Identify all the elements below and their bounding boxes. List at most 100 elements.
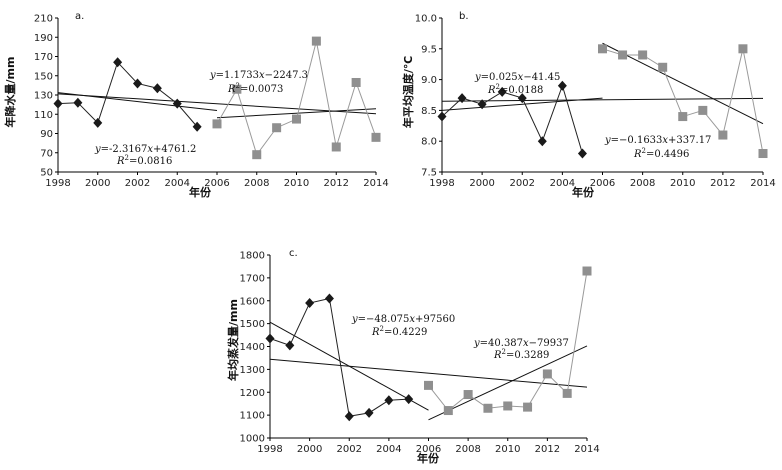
panel-c-x-tick-label: 2004	[376, 444, 401, 455]
panel-a-point-2003	[152, 83, 162, 94]
panel-b-y-tick-label: 9.5	[421, 44, 437, 55]
panel-a-trendline-2	[216, 108, 377, 119]
panel-a-point-2010	[292, 114, 301, 124]
panel-c-point-2003	[364, 407, 374, 418]
panel-a-point-2001	[113, 57, 123, 68]
panel-a-xlabel: 年份	[189, 185, 212, 199]
panel-a-point-2005	[192, 121, 202, 132]
panel-a-trendline-3	[57, 93, 377, 115]
panel-c-point-2005	[404, 394, 414, 405]
panel-a-point-2007	[232, 84, 242, 94]
panel-c-point-2007	[443, 406, 453, 416]
panel-a-point-2000	[93, 117, 103, 128]
panel-b-point-2004	[557, 80, 567, 91]
panel-c-marks: 1998 2000 2002 2004 2006 2008 2010 2012 2014 1000…	[240, 251, 600, 456]
panel-b-point-2003	[537, 136, 547, 147]
panel-a-point-2009	[272, 123, 282, 133]
panel-b-ylabel: 年平均温度/℃	[401, 56, 415, 128]
panel-a-point-2008	[252, 150, 262, 160]
panel-c-r2-1998-2005: R2=0.4229	[371, 325, 427, 338]
panel-a-point-2014	[371, 132, 381, 142]
panel-a-point-1999	[73, 97, 83, 108]
panel-a-x-tick-label: 2000	[85, 178, 110, 189]
panel-b-r2-1998-2005: R2=0.0188	[487, 83, 543, 96]
panel-b-point-2012	[718, 130, 728, 140]
panel-c-y-tick-label: 1200	[240, 388, 265, 399]
panel-a-x-tick-label: 2004	[165, 178, 190, 189]
panel-a-label: a.	[75, 11, 84, 22]
panel-c-xlabel: 年份	[417, 451, 440, 465]
panel-c-trendline-2	[428, 345, 588, 421]
panel-c-y-tick-label: 1600	[240, 296, 265, 307]
panel-a-point-2012	[331, 142, 341, 152]
panel-a-point-2004	[172, 98, 182, 109]
panel-c-y-tick-label: 1300	[240, 365, 265, 376]
panel-b-x-tick-label: 1998	[429, 178, 454, 189]
panel-a-eq-1998-2005: y=-2.3167x+4761.2	[94, 144, 196, 155]
panel-c-x-tick-label: 2008	[455, 444, 480, 455]
panel-a-x-tick-label: 2014	[363, 178, 388, 189]
panel-c-r2-2006-2014: R2=0.3289	[493, 348, 549, 361]
panel-c-point-2000	[305, 298, 315, 309]
panel-b-point-2010	[678, 112, 688, 122]
panel-c-y-tick-label: 1500	[240, 319, 265, 330]
panel-b-point-2007	[618, 50, 628, 60]
panel-c-point-1998	[265, 333, 275, 344]
panel-b-point-1998	[437, 111, 447, 122]
panel-b-x-tick-label: 2014	[750, 178, 775, 189]
panel-b-point-2013	[738, 44, 748, 54]
panel-b-trendline-3	[441, 97, 764, 102]
panel-b-trendline-2	[602, 42, 764, 125]
panel-c-ylabel: 年均蒸发量/mm	[226, 299, 240, 381]
panel-c-evaporation: 1998 2000 2002 2004 2006 2008 2010 2012 2014 1000…	[226, 248, 600, 465]
panel-a-x-tick-label: 2012	[324, 178, 349, 189]
panel-a-y-tick-label: 110	[34, 110, 53, 121]
panel-a-y-tick-label: 150	[34, 71, 53, 82]
panel-c-x-tick-label: 2000	[297, 444, 322, 455]
panel-a-eq-2006-2014: y=1.1733x−2247.3	[209, 70, 308, 81]
panel-c-point-1999	[285, 340, 295, 351]
panel-a-r2-1998-2005: R2=0.0816	[116, 154, 172, 167]
panel-b-point-2002	[517, 93, 527, 104]
panel-c-eq-1998-2005: y=−48.075x+97560	[351, 314, 455, 325]
panel-b-x-tick-label: 2002	[510, 178, 535, 189]
panel-a-x-tick-label: 2006	[204, 178, 229, 189]
panel-a-r2-2006-2014: R2=0.0073	[227, 82, 283, 95]
panel-b-marks: 1998 2000 2002 2004 2006 2008 2010 2012 2014 7.5 8…	[415, 14, 776, 190]
panel-c-x-tick-label: 2012	[535, 444, 560, 455]
panel-b-r2-2006-2014: R2=0.4496	[633, 147, 689, 160]
panel-b-point-2011	[698, 105, 708, 115]
panel-a-marks: 1998 2000 2002 2004 2006 2008 2010 2012 2014 50 70…	[34, 14, 389, 190]
panel-c-series-1-line	[269, 297, 409, 417]
panel-a-precipitation: 1998 2000 2002 2004 2006 2008 2010 2012 2014 50 70…	[3, 11, 389, 199]
panel-b-label: b.	[459, 11, 469, 22]
panel-b-x-tick-label: 2000	[469, 178, 494, 189]
panel-a-point-1998	[53, 98, 63, 109]
panel-c-point-2009	[483, 403, 493, 413]
panel-a-y-tick-label: 170	[34, 52, 53, 63]
panel-a-x-tick-label: 1998	[45, 178, 70, 189]
panel-b-y-tick-label: 8.0	[421, 137, 437, 148]
panel-c-y-tick-label: 1100	[240, 411, 265, 422]
panel-c-x-tick-label: 2006	[416, 444, 441, 455]
panel-a-point-2006	[212, 119, 222, 129]
panel-b-x-tick-label: 2004	[550, 178, 575, 189]
panel-c-point-2011	[523, 402, 533, 412]
panel-b-eq-1998-2005: y=0.025x−41.45	[474, 72, 560, 83]
panel-a-ylabel: 年降水量/mm	[3, 57, 17, 128]
panel-b-point-2005	[577, 148, 587, 159]
panel-a-x-tick-label: 2008	[244, 178, 269, 189]
panel-a-series-1-line	[57, 61, 198, 128]
panel-b-x-tick-label: 2012	[710, 178, 735, 189]
panel-a-y-tick-label: 90	[40, 129, 53, 140]
panel-c-point-2014	[582, 266, 592, 276]
panel-b-x-tick-label: 2010	[670, 178, 695, 189]
panel-b-point-2001	[497, 86, 507, 97]
panel-c-trendline-3	[269, 358, 588, 388]
panel-b-xlabel: 年份	[572, 185, 595, 199]
panel-c-x-tick-label: 2002	[337, 444, 362, 455]
panel-b-temperature: 1998 2000 2002 2004 2006 2008 2010 2012 2014 7.5 8…	[401, 11, 776, 199]
panel-a-point-2002	[133, 78, 142, 89]
panel-b-x-tick-label: 2008	[630, 178, 655, 189]
